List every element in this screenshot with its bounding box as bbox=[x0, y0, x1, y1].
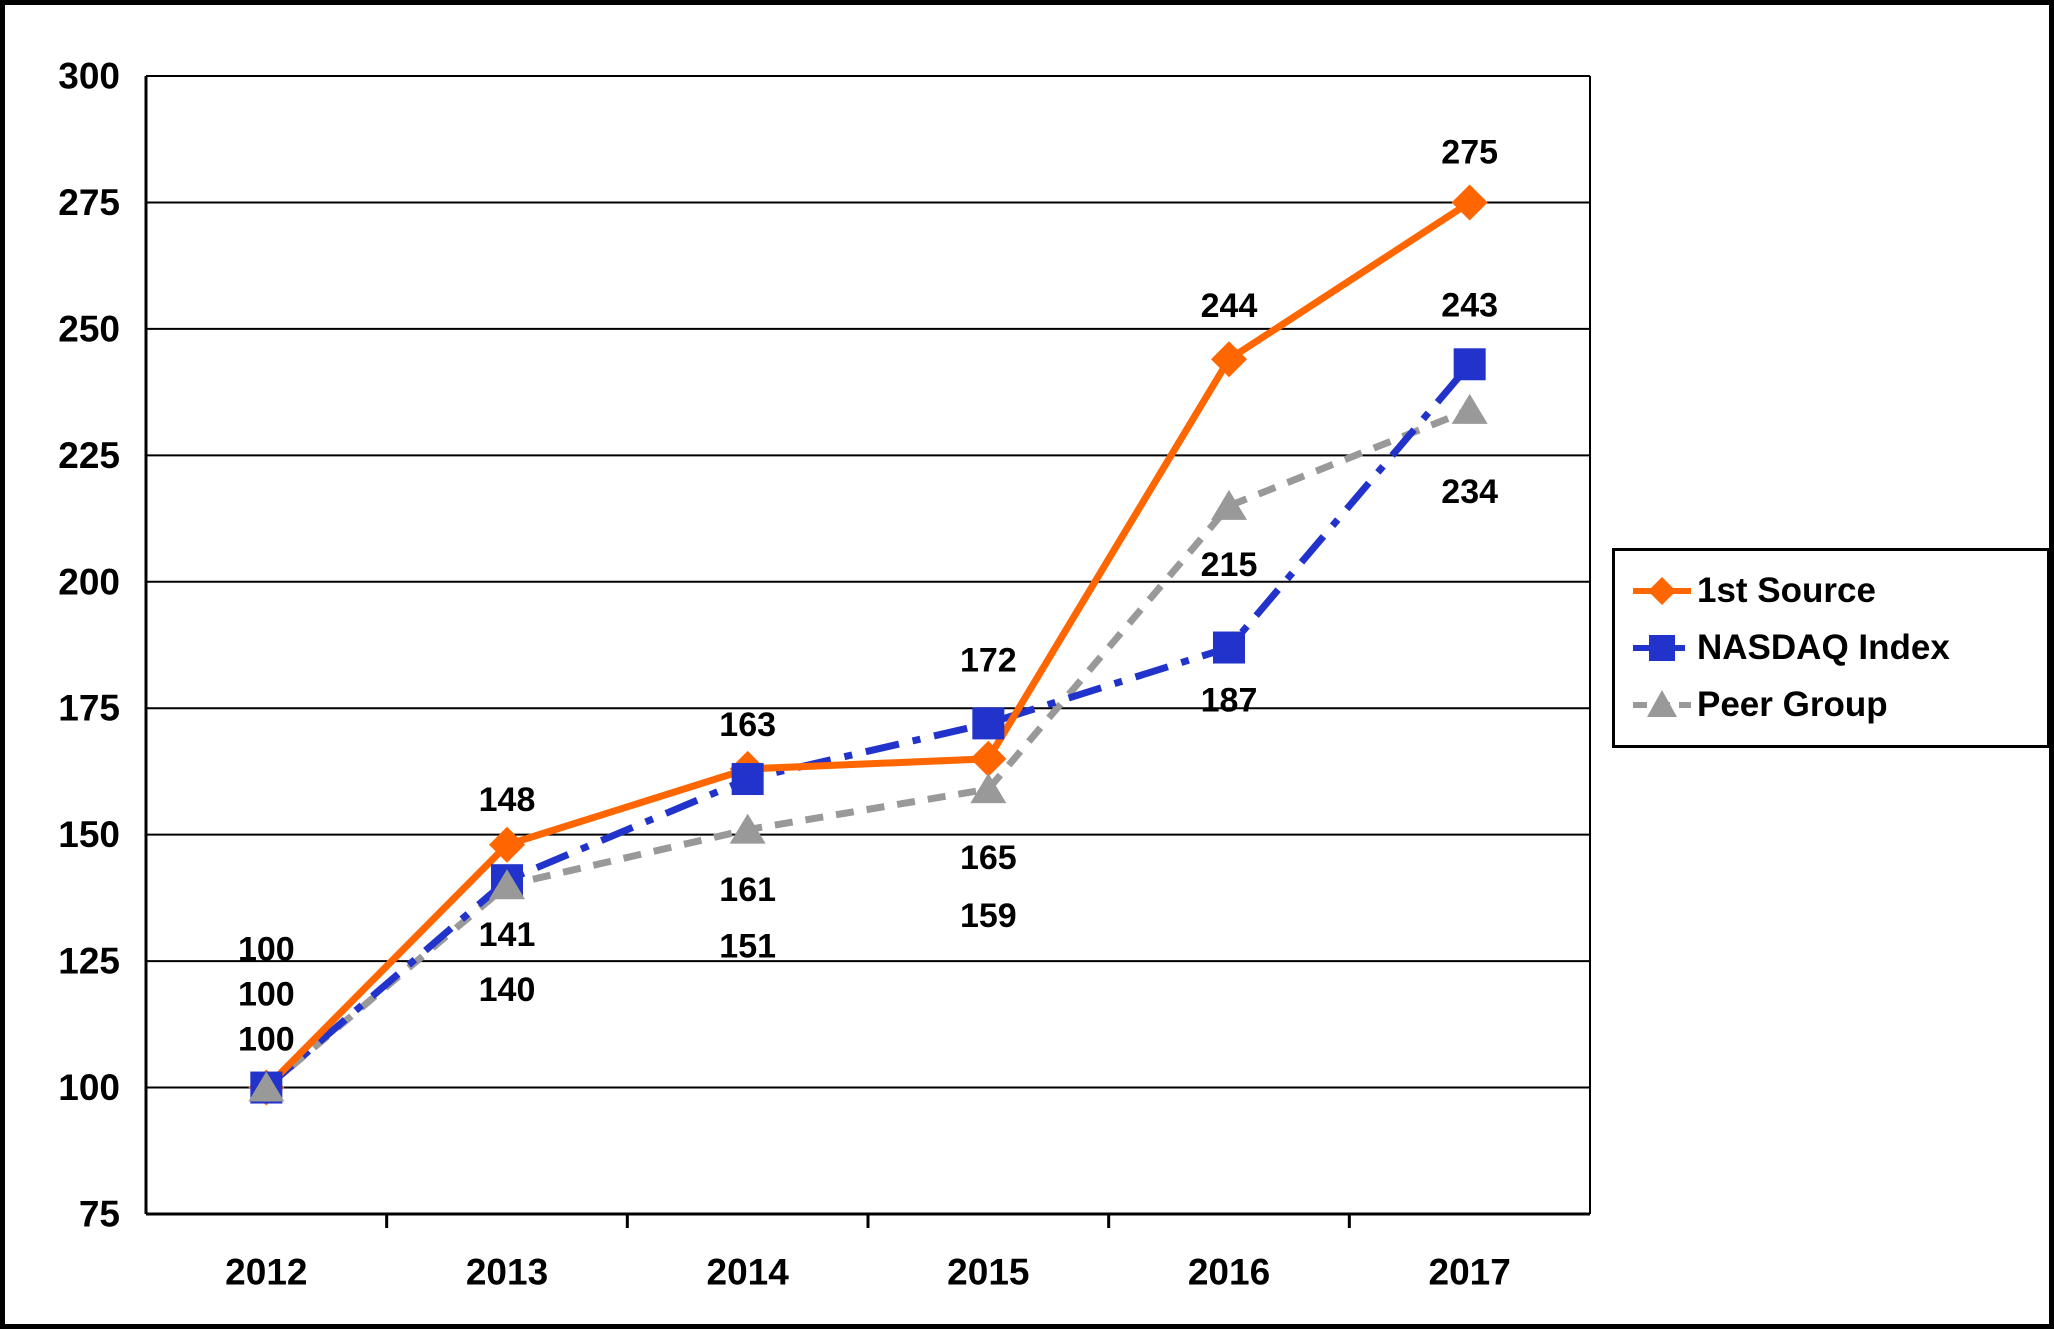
point-label-nasdaq-index: 100 bbox=[238, 976, 295, 1014]
point-label-nasdaq-index: 172 bbox=[960, 641, 1017, 679]
point-label-peer-group: 215 bbox=[1201, 546, 1258, 584]
x-axis-label: 2015 bbox=[947, 1252, 1029, 1293]
x-axis-label: 2012 bbox=[225, 1252, 307, 1293]
marker-square-nasdaq-index bbox=[1453, 348, 1486, 381]
marker-diamond-1st-source bbox=[489, 826, 525, 863]
y-axis-label: 100 bbox=[58, 1067, 120, 1108]
y-axis-label: 200 bbox=[58, 561, 120, 602]
point-label-1st-source: 275 bbox=[1441, 133, 1498, 171]
y-axis-label: 150 bbox=[58, 814, 120, 855]
y-axis-label: 275 bbox=[58, 182, 120, 223]
marker-diamond-1st-source bbox=[1451, 184, 1488, 221]
legend-item-nasdaq-index: NASDAQ Index bbox=[1631, 626, 2031, 670]
series-line-nasdaq-index bbox=[264, 362, 1473, 1091]
marker-square-nasdaq-index bbox=[731, 763, 764, 796]
legend-label: Peer Group bbox=[1697, 684, 1888, 724]
legend-label: NASDAQ Index bbox=[1697, 627, 1950, 667]
legend-label: 1st Source bbox=[1697, 571, 1876, 611]
point-label-1st-source: 148 bbox=[479, 781, 536, 819]
x-axis-label: 2014 bbox=[707, 1252, 790, 1293]
peer-group-triangle-icon bbox=[1633, 689, 1691, 717]
marker-diamond-1st-source bbox=[970, 740, 1007, 777]
point-label-1st-source: 163 bbox=[719, 706, 776, 744]
point-label-nasdaq-index: 243 bbox=[1441, 286, 1498, 324]
y-axis-label: 125 bbox=[58, 941, 120, 982]
point-label-nasdaq-index: 141 bbox=[479, 916, 536, 954]
point-label-peer-group: 100 bbox=[238, 1021, 295, 1059]
y-axis-label: 175 bbox=[58, 688, 120, 729]
point-label-1st-source: 100 bbox=[238, 931, 295, 969]
x-axis-label: 2013 bbox=[466, 1252, 548, 1293]
legend-item-1st-source: 1st Source bbox=[1631, 569, 2031, 613]
marker-triangle-peer-group bbox=[729, 813, 766, 844]
marker-square-nasdaq-index bbox=[972, 707, 1005, 740]
x-axis-label: 2017 bbox=[1429, 1252, 1511, 1293]
legend-item-peer-group: Peer Group bbox=[1631, 683, 2031, 727]
point-label-peer-group: 234 bbox=[1441, 473, 1498, 511]
y-axis-label: 250 bbox=[58, 308, 120, 349]
marker-triangle-peer-group bbox=[489, 869, 525, 900]
marker-square-nasdaq-index bbox=[1213, 631, 1245, 664]
x-axis-label: 2016 bbox=[1188, 1252, 1270, 1293]
point-label-1st-source: 244 bbox=[1201, 287, 1258, 325]
point-label-peer-group: 159 bbox=[960, 897, 1017, 935]
marker-triangle-peer-group bbox=[1451, 393, 1488, 424]
y-axis-label: 225 bbox=[58, 435, 120, 476]
point-label-1st-source: 165 bbox=[960, 839, 1017, 877]
series-line-1st-source bbox=[263, 199, 1472, 1091]
marker-triangle-peer-group bbox=[248, 1071, 285, 1102]
nasdaq-square-icon bbox=[1633, 634, 1691, 661]
1st-source-diamond-icon bbox=[1633, 577, 1691, 606]
y-axis-label: 300 bbox=[58, 56, 120, 97]
marker-diamond-1st-source bbox=[1211, 341, 1247, 378]
point-label-nasdaq-index: 187 bbox=[1201, 682, 1258, 720]
point-label-peer-group: 151 bbox=[719, 928, 776, 966]
chart-legend: 1st Source NASDAQ Index Peer Group bbox=[1612, 548, 2050, 748]
point-label-peer-group: 140 bbox=[479, 971, 536, 1009]
point-label-nasdaq-index: 161 bbox=[719, 871, 776, 909]
y-axis-label: 75 bbox=[79, 1194, 120, 1235]
marker-triangle-peer-group bbox=[1211, 489, 1247, 520]
marker-triangle-peer-group bbox=[970, 773, 1007, 804]
